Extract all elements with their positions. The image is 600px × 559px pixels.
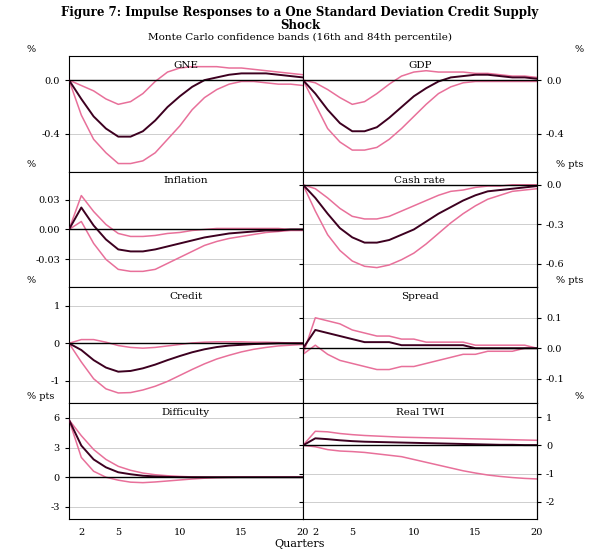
Text: GNE: GNE xyxy=(173,60,199,69)
Text: Credit: Credit xyxy=(169,292,203,301)
Text: % pts: % pts xyxy=(556,276,584,285)
Text: % pts: % pts xyxy=(556,160,584,169)
Text: %: % xyxy=(27,276,36,285)
Text: Shock: Shock xyxy=(280,19,320,32)
Text: Figure 7: Impulse Responses to a One Standard Deviation Credit Supply: Figure 7: Impulse Responses to a One Sta… xyxy=(61,6,539,18)
Text: Cash rate: Cash rate xyxy=(395,176,445,185)
Text: GDP: GDP xyxy=(408,60,432,69)
Text: Quarters: Quarters xyxy=(275,539,325,549)
Text: Spread: Spread xyxy=(401,292,439,301)
Text: %: % xyxy=(27,160,36,169)
Text: % pts: % pts xyxy=(27,392,54,401)
Text: Difficulty: Difficulty xyxy=(162,408,210,416)
Text: Real TWI: Real TWI xyxy=(396,408,444,416)
Text: %: % xyxy=(27,45,36,54)
Text: %: % xyxy=(575,45,584,54)
Text: %: % xyxy=(575,392,584,401)
Text: Monte Carlo confidence bands (16th and 84th percentile): Monte Carlo confidence bands (16th and 8… xyxy=(148,32,452,41)
Text: Inflation: Inflation xyxy=(164,176,208,185)
